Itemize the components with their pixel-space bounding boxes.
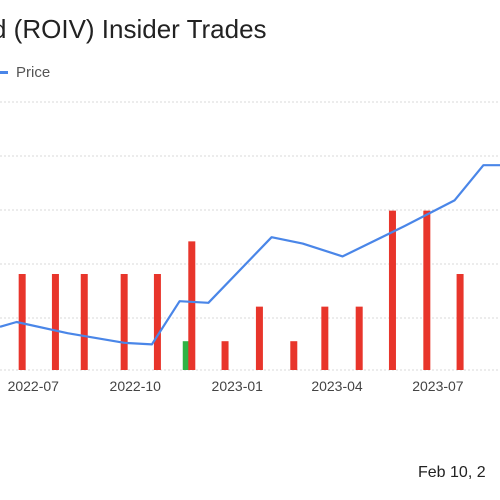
sell-trade-bar [255,306,263,370]
x-tick-label: 2023-01 [212,378,264,394]
buy-trade-bar [182,341,190,370]
grid-lines [0,101,500,371]
sell-trade-bar [423,210,431,370]
sell-trade-bar [153,274,161,370]
sell-trade-bar [188,241,196,370]
sell-trade-bar [456,274,464,370]
legend: Price [0,64,50,81]
date-label: Feb 10, 2 [418,464,486,481]
x-tick-label: 2023-04 [311,378,363,394]
sell-trade-bar [321,306,329,370]
x-tick-label: 2022-07 [8,378,60,394]
sell-trade-bar [51,274,59,370]
price-line-layer [0,164,500,346]
trade-bars [18,210,464,370]
x-tick-label: 2023-07 [412,378,464,394]
x-tick-label: 2022-10 [110,378,162,394]
sell-trade-bar [120,274,128,370]
x-axis-ticks: 2022-07 2022-10 2023-01 2023-04 2023-07 [8,378,464,394]
sell-trade-bar [221,341,229,370]
price-series-line [0,164,500,346]
sell-trade-bar [355,306,363,370]
chart-title: d (ROIV) Insider Trades [0,14,267,44]
legend-price-label: Price [16,64,51,81]
sell-trade-bar [290,341,298,370]
sell-trade-bar [18,274,26,370]
legend-price-swatch [0,71,8,74]
sell-trade-bar [388,210,396,370]
sell-trade-bar [80,274,88,370]
